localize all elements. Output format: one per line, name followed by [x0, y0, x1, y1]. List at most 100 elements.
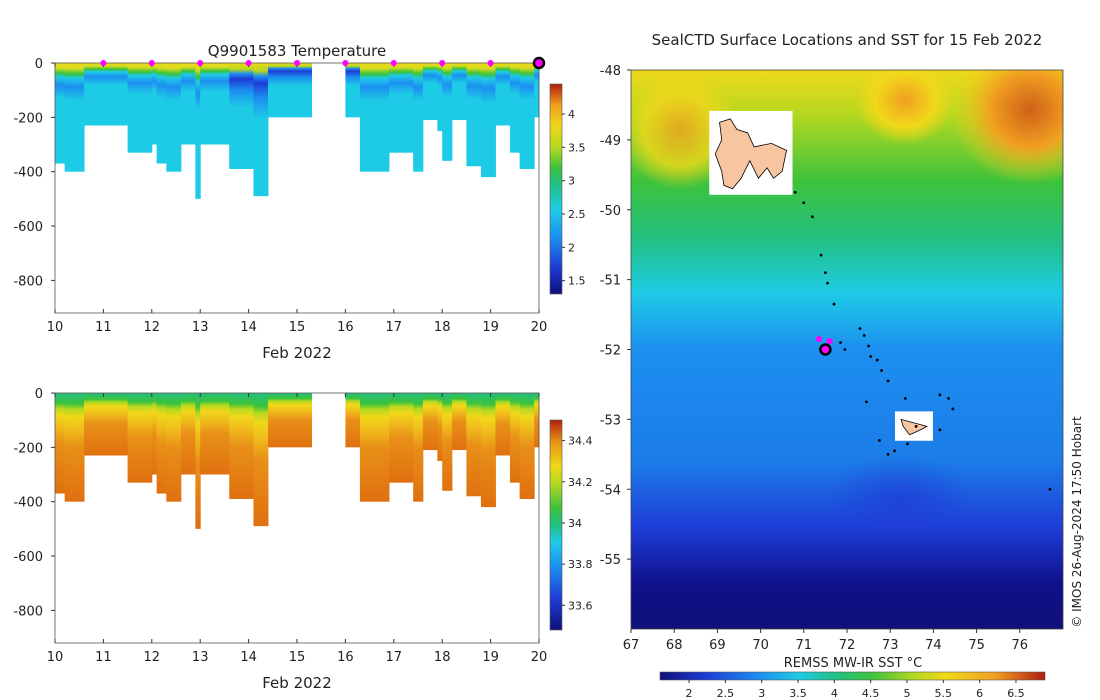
x-tick-label: 15	[289, 650, 306, 665]
island-kerguelen	[714, 118, 787, 190]
salinity-colorbar: 33.6 33.8 34 34.2 34.4	[549, 419, 593, 631]
profile-column	[495, 63, 511, 126]
lon-tick-label: 72	[839, 638, 856, 653]
colorbar-scale	[549, 419, 563, 631]
profile-column	[442, 63, 453, 161]
x-tick-label: 20	[531, 650, 548, 665]
x-tick-label: 18	[434, 650, 451, 665]
y-tick-label: -600	[13, 220, 43, 235]
profile-column	[466, 393, 482, 497]
profile-column	[388, 63, 414, 153]
track-point	[793, 190, 797, 194]
profile-column	[534, 63, 540, 118]
profile-column	[422, 63, 438, 121]
x-tick-label: 13	[192, 320, 209, 335]
sst-colorbar-label: REMSS MW-IR SST °C	[784, 656, 923, 671]
latest-seal-position	[819, 343, 832, 356]
profile-column	[156, 63, 167, 164]
track-point	[880, 369, 883, 372]
temperature-title: Q9901583 Temperature	[208, 42, 386, 60]
track-point	[1048, 487, 1052, 491]
profile-column	[466, 63, 482, 167]
profile-column	[534, 393, 540, 448]
island-heard	[900, 418, 928, 436]
profile-column	[267, 63, 313, 118]
y-tick-label: 0	[35, 57, 43, 72]
sst-colorbar-tick-label: 3	[758, 687, 765, 700]
surfacing-marker	[390, 60, 397, 66]
profile-column	[388, 393, 414, 483]
lon-tick-label: 68	[666, 638, 683, 653]
y-tick-label: -800	[13, 274, 43, 289]
surfacing-marker	[342, 60, 349, 66]
temperature-axes: 0 -200 -400 -600 -800 10 11 12 13 14 15 16 17 18 19 20	[13, 56, 547, 335]
x-tick-label: 16	[337, 650, 354, 665]
profile-column	[200, 63, 230, 145]
lat-tick-label: -50	[600, 204, 621, 219]
sst-cold-patch	[830, 455, 970, 545]
lon-tick-label: 75	[968, 638, 985, 653]
profile-column	[413, 63, 424, 172]
profile-column	[413, 393, 424, 502]
track-point	[843, 348, 847, 351]
colorbar-tick-label: 3.5	[568, 141, 586, 154]
lat-tick-label: -55	[600, 553, 621, 568]
x-tick-label: 19	[482, 650, 499, 665]
temperature-sections	[55, 63, 540, 199]
track-point	[802, 201, 806, 205]
profile-column	[64, 63, 85, 172]
x-tick-label: 16	[337, 320, 354, 335]
surfacing-marker	[197, 60, 204, 66]
lon-tick-label: 67	[623, 638, 640, 653]
x-tick-label: 14	[240, 650, 257, 665]
track-point	[858, 327, 862, 330]
salinity-axes: 0 -200 -400 -600 -800 10 11 12 13 14 15 16 17 18 19 20	[13, 387, 547, 665]
surfacing-marker	[100, 60, 107, 66]
surfacing-marker	[245, 60, 252, 66]
lat-tick-label: -53	[600, 413, 621, 428]
lat-tick-label: -48	[600, 64, 621, 79]
y-tick-label: -400	[13, 496, 43, 511]
x-tick-label: 10	[47, 650, 64, 665]
profile-column	[451, 393, 467, 451]
surfacing-marker	[487, 60, 494, 66]
track-point	[839, 341, 842, 344]
lat-tick-label: -49	[600, 134, 621, 149]
profile-column	[127, 63, 153, 153]
sst-colorbar-tick-label: 5	[903, 687, 910, 700]
profile-column	[151, 63, 158, 145]
profile-column	[451, 63, 467, 121]
profile-column	[253, 393, 269, 527]
lon-tick-label: 73	[882, 638, 899, 653]
profile-column	[180, 63, 196, 145]
sst-colorbar-tick-label: 4.5	[862, 687, 880, 700]
profile-column	[195, 393, 201, 529]
track-point	[865, 400, 868, 404]
y-tick-label: -600	[13, 550, 43, 565]
x-tick-label: 10	[47, 320, 64, 335]
profile-column	[495, 393, 511, 456]
profile-column	[127, 393, 153, 483]
profile-column	[359, 393, 390, 502]
track-point	[832, 302, 836, 306]
track-point	[947, 397, 950, 400]
latest-surfacing-marker	[532, 56, 546, 70]
profile-column	[519, 63, 535, 169]
profile-column	[442, 393, 453, 491]
lat-tick-label: -51	[600, 274, 621, 289]
track-point	[811, 215, 814, 219]
x-tick-label: 19	[482, 320, 499, 335]
profile-column	[437, 63, 443, 131]
profile-column	[437, 393, 443, 461]
sst-colorbar-scale	[659, 671, 1046, 681]
profile-column	[84, 393, 114, 456]
track-point	[938, 428, 942, 432]
profile-column	[166, 393, 182, 502]
profile-column	[166, 63, 182, 172]
profile-column	[480, 63, 496, 178]
profile-column	[345, 393, 361, 448]
surfacing-marker	[439, 60, 446, 66]
colorbar-tick-label: 1.5	[568, 275, 586, 288]
profile-column	[229, 393, 254, 499]
